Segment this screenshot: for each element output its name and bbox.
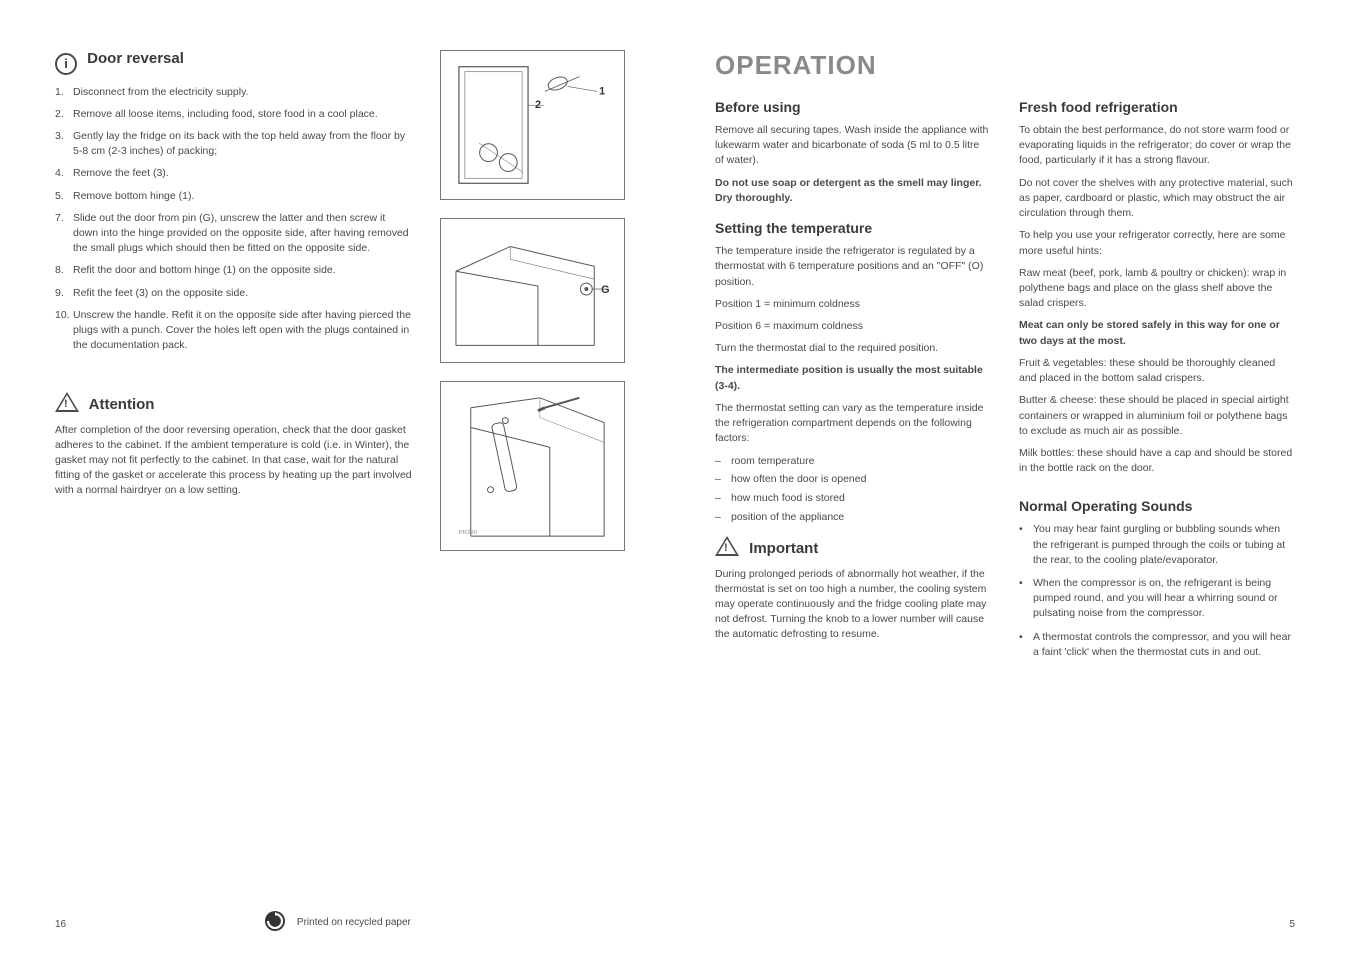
door-reversal-steps: 1.Disconnect from the electricity supply…: [55, 85, 412, 354]
footer-printed-text: Printed on recycled paper: [297, 917, 411, 928]
before-p1: Remove all securing tapes. Wash inside t…: [715, 123, 991, 169]
figure-3-svg: PR220: [451, 392, 614, 540]
fresh-p8: Milk bottles: these should have a cap an…: [1019, 446, 1295, 476]
important-heading: ! Important: [715, 536, 991, 557]
setting-p3: Position 6 = maximum coldness: [715, 319, 991, 334]
fresh-p3: To help you use your refrigerator correc…: [1019, 228, 1295, 258]
footer-center: Printed on recycled paper: [0, 910, 675, 932]
spacer: [55, 372, 412, 392]
sound-2: When the compressor is on, the refrigera…: [1019, 576, 1295, 622]
before-using-heading: Before using: [715, 99, 991, 115]
step-4: 4.Remove the feet (3).: [55, 166, 412, 181]
important-title: Important: [749, 540, 818, 557]
step-3: 3.Gently lay the fridge on its back with…: [55, 129, 412, 159]
figure-code: PR220: [459, 530, 478, 536]
setting-factors: room temperature how often the door is o…: [715, 454, 991, 526]
attention-heading: ! Attention: [55, 392, 412, 413]
recycle-icon: [264, 910, 286, 932]
right-columns: Before using Remove all securing tapes. …: [715, 99, 1295, 668]
sounds-heading: Normal Operating Sounds: [1019, 498, 1295, 514]
step-10: 10.Unscrew the handle. Refit it on the o…: [55, 308, 412, 354]
setting-p5: The intermediate position is usually the…: [715, 363, 991, 393]
label-1: 1: [599, 85, 605, 97]
factor-2: how often the door is opened: [715, 472, 991, 488]
fresh-p4: Raw meat (beef, pork, lamb & poultry or …: [1019, 266, 1295, 312]
setting-p1: The temperature inside the refrigerator …: [715, 244, 991, 290]
fresh-p6: Fruit & vegetables: these should be thor…: [1019, 356, 1295, 386]
step-9: 9.Refit the feet (3) on the opposite sid…: [55, 286, 412, 301]
left-col-text: i Door reversal 1.Disconnect from the el…: [55, 50, 412, 569]
fresh-p1: To obtain the best performance, do not s…: [1019, 123, 1295, 169]
door-reversal-heading: i Door reversal: [55, 50, 412, 75]
before-p2: Do not use soap or detergent as the smel…: [715, 176, 991, 206]
step-1: 1.Disconnect from the electricity supply…: [55, 85, 412, 100]
figure-bottom-view: 1 2: [440, 50, 625, 200]
left-page: i Door reversal 1.Disconnect from the el…: [0, 0, 675, 954]
step-8: 8.Refit the door and bottom hinge (1) on…: [55, 263, 412, 278]
label-g: G: [601, 283, 609, 295]
important-body: During prolonged periods of abnormally h…: [715, 567, 991, 643]
setting-p2: Position 1 = minimum coldness: [715, 297, 991, 312]
operation-heading: OPERATION: [715, 50, 1295, 81]
sound-3: A thermostat controls the compressor, an…: [1019, 630, 1295, 660]
setting-p6: The thermostat setting can vary as the t…: [715, 401, 991, 447]
factor-3: how much food is stored: [715, 491, 991, 507]
setting-heading: Setting the temperature: [715, 220, 991, 236]
page-number-right: 5: [1289, 919, 1295, 930]
figure-2-svg: G: [451, 231, 614, 351]
factor-4: position of the appliance: [715, 510, 991, 526]
sound-1: You may hear faint gurgling or bubbling …: [1019, 522, 1295, 568]
fresh-p2: Do not cover the shelves with any protec…: [1019, 176, 1295, 222]
step-7: 7.Slide out the door from pin (G), unscr…: [55, 211, 412, 257]
door-reversal-title: Door reversal: [87, 50, 184, 67]
manual-spread: i Door reversal 1.Disconnect from the el…: [0, 0, 1350, 954]
info-icon: i: [55, 53, 77, 75]
factor-1: room temperature: [715, 454, 991, 470]
left-columns: i Door reversal 1.Disconnect from the el…: [55, 50, 635, 569]
right-col-1: Before using Remove all securing tapes. …: [715, 99, 991, 668]
setting-p4: Turn the thermostat dial to the required…: [715, 341, 991, 356]
figure-handle: PR220: [440, 381, 625, 551]
figure-1-svg: 1 2: [451, 61, 614, 189]
right-col-2: Fresh food refrigeration To obtain the b…: [1019, 99, 1295, 668]
figure-top-corner: G: [440, 218, 625, 363]
attention-title: Attention: [89, 396, 155, 413]
sounds-list: You may hear faint gurgling or bubbling …: [1019, 522, 1295, 660]
step-5: 5.Remove bottom hinge (1).: [55, 189, 412, 204]
warning-icon: !: [55, 392, 79, 412]
left-col-figures: 1 2: [440, 50, 635, 569]
step-2: 2.Remove all loose items, including food…: [55, 107, 412, 122]
right-page: OPERATION Before using Remove all securi…: [675, 0, 1350, 954]
fresh-heading: Fresh food refrigeration: [1019, 99, 1295, 115]
attention-body: After completion of the door reversing o…: [55, 423, 412, 499]
fresh-p7: Butter & cheese: these should be placed …: [1019, 393, 1295, 439]
warning-icon: !: [715, 536, 739, 556]
fresh-p5: Meat can only be stored safely in this w…: [1019, 318, 1295, 348]
